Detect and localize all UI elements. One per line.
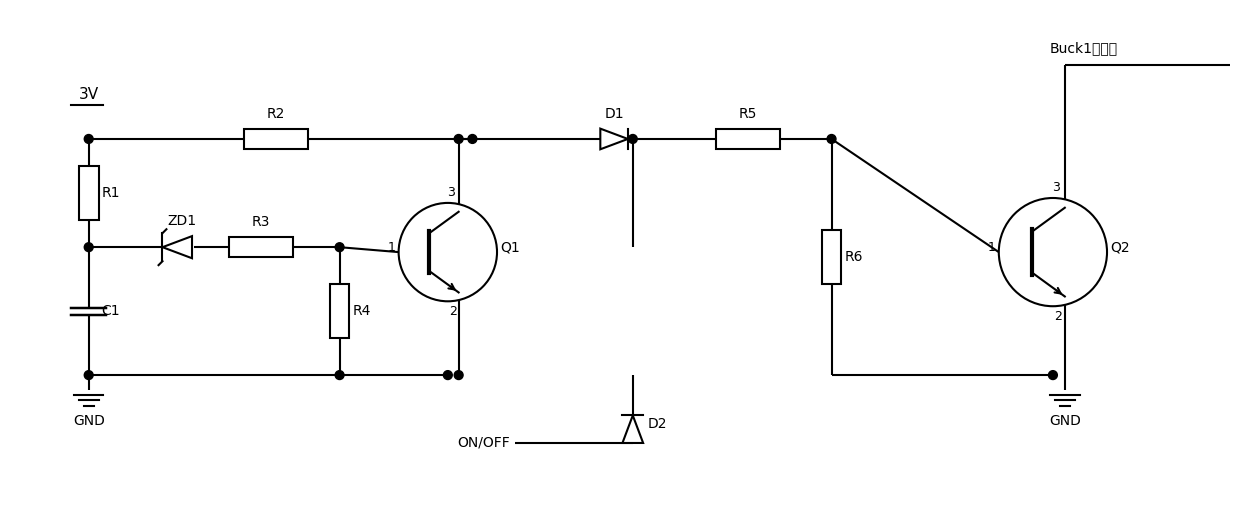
Circle shape xyxy=(454,371,463,379)
Text: R4: R4 xyxy=(352,304,371,318)
Bar xyxy=(822,230,842,284)
Text: Buck1使能脚: Buck1使能脚 xyxy=(1050,41,1118,55)
Circle shape xyxy=(398,203,497,301)
Text: R2: R2 xyxy=(267,107,285,121)
Text: Q1: Q1 xyxy=(500,240,520,254)
Text: 2: 2 xyxy=(449,305,456,318)
Text: 1: 1 xyxy=(988,241,996,254)
Text: 3: 3 xyxy=(1052,181,1060,194)
Circle shape xyxy=(335,371,343,379)
Circle shape xyxy=(84,134,93,143)
Text: D2: D2 xyxy=(647,417,667,431)
Text: Q2: Q2 xyxy=(1110,240,1130,254)
Text: 1: 1 xyxy=(388,241,396,254)
Polygon shape xyxy=(622,416,644,443)
Bar xyxy=(330,284,350,338)
Text: GND: GND xyxy=(1049,415,1081,429)
Text: 3V: 3V xyxy=(79,86,99,101)
Text: ZD1: ZD1 xyxy=(167,214,197,227)
Circle shape xyxy=(629,134,637,143)
Circle shape xyxy=(1049,371,1058,379)
Text: ON/OFF: ON/OFF xyxy=(458,436,510,450)
Text: D1: D1 xyxy=(604,107,624,121)
Text: R5: R5 xyxy=(739,107,758,121)
Bar xyxy=(229,237,293,257)
Circle shape xyxy=(467,134,477,143)
Circle shape xyxy=(444,371,453,379)
Circle shape xyxy=(84,243,93,252)
Circle shape xyxy=(335,243,343,252)
Text: R3: R3 xyxy=(252,216,270,230)
Circle shape xyxy=(998,198,1107,306)
Text: GND: GND xyxy=(73,415,104,429)
Text: R6: R6 xyxy=(844,250,863,264)
Bar xyxy=(79,166,98,220)
Circle shape xyxy=(454,134,463,143)
Circle shape xyxy=(84,371,93,379)
Polygon shape xyxy=(600,129,627,149)
Text: 3: 3 xyxy=(446,186,455,199)
Polygon shape xyxy=(162,236,192,258)
Text: 2: 2 xyxy=(1054,310,1061,323)
Bar xyxy=(715,129,780,149)
Bar xyxy=(244,129,308,149)
Text: C1: C1 xyxy=(102,304,120,318)
Circle shape xyxy=(827,134,836,143)
Text: R1: R1 xyxy=(102,186,120,200)
